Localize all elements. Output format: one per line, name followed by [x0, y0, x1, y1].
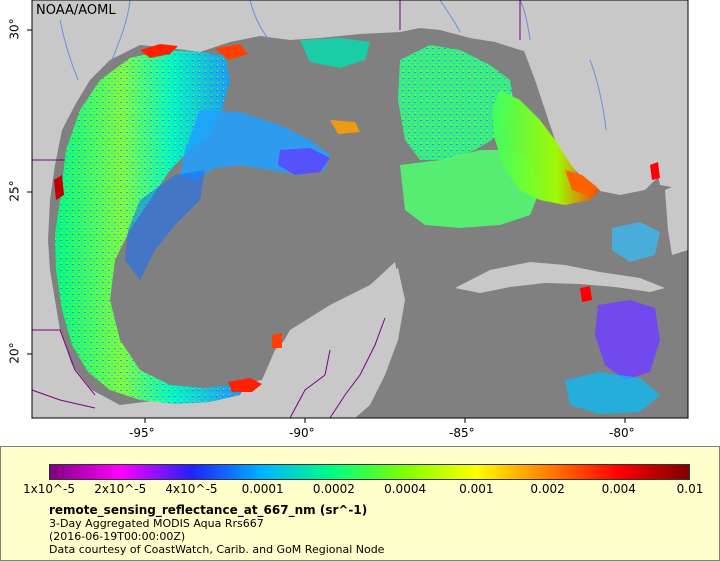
lon-tick-marks	[144, 418, 626, 423]
colorbar-tick-label: 4x10^-5	[165, 482, 218, 496]
map-canvas	[27, 0, 689, 423]
river-lines	[59, 0, 607, 131]
colorbar-tick-label: 0.004	[601, 482, 636, 496]
florida-peninsula	[520, 30, 660, 195]
colorbar-tick-label: 0.0002	[312, 482, 355, 496]
cuba-island	[455, 262, 665, 293]
legend-time: (2016-06-19T00:00:00Z)	[49, 530, 186, 543]
legend-description: 3-Day Aggregated MODIS Aqua Rrs667	[49, 517, 264, 530]
lon-tick-label: -90°	[289, 426, 315, 440]
colorbar-tick-label: 0.0004	[384, 482, 427, 496]
credit-label: NOAA/AOML	[36, 3, 116, 18]
map-border	[31, 0, 689, 419]
lon-tick-label: -80°	[609, 426, 635, 440]
lat-tick-marks	[27, 29, 32, 355]
colorbar-tick-label: 2x10^-5	[94, 482, 147, 496]
lat-tick-label: 25°	[7, 180, 22, 202]
variable-name: remote_sensing_reflectance_at_667_nm (sr…	[49, 503, 368, 517]
bahamas-islands	[665, 180, 688, 255]
legend-panel: 1x10^-5 2x10^-5 4x10^-5 0.0001 0.0002 0.0004 0…	[0, 446, 720, 561]
colorbar-tick-label: 1x10^-5	[22, 482, 76, 496]
colorbar-tick-label: 0.002	[530, 482, 565, 496]
colorbar	[49, 464, 690, 480]
lon-tick-label: -95°	[129, 426, 155, 440]
colorbar-tick-label: 0.01	[676, 482, 704, 496]
reflectance-swaths	[55, 38, 660, 414]
yucatan-peninsula	[250, 268, 405, 418]
lat-tick-label: 30°	[7, 18, 22, 40]
coastal-high-values	[54, 44, 660, 392]
lat-tick-label: 20°	[7, 342, 22, 364]
lon-tick-label: -85°	[449, 426, 475, 440]
swath-caribbean-east	[595, 300, 660, 380]
colorbar-tick-label: 0.0001	[241, 482, 284, 496]
map-panel: NOAA/AOML -95° -90° -85° -80° 30° 25° 20…	[7, 0, 689, 440]
colorbar-tick-label: 0.001	[459, 482, 494, 496]
legend-source: Data courtesy of CoastWatch, Carib. and …	[49, 543, 385, 556]
